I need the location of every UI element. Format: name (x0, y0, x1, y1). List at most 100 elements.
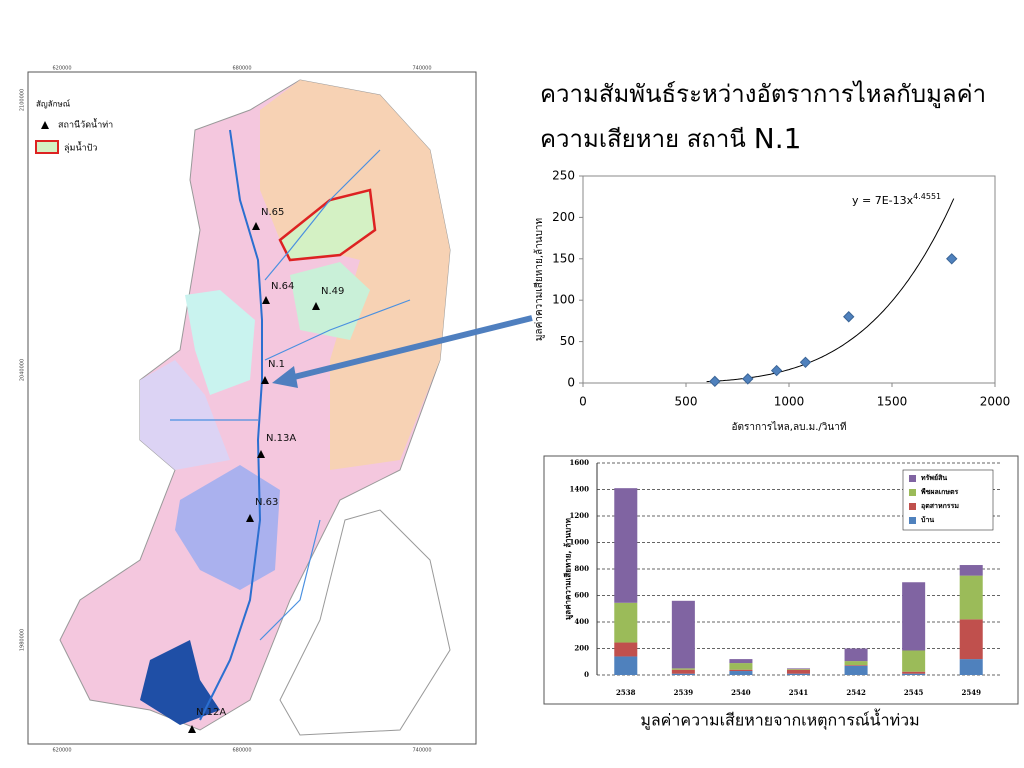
slide-title: ความเสียหาย สถานี N.1 (540, 122, 801, 155)
legend-basin: ลุ่มน้ำปัว (64, 141, 97, 154)
bar-segment (786, 673, 811, 675)
y-tick-label: 1000 (570, 538, 590, 547)
basin-east (260, 80, 450, 470)
sub-basin (185, 290, 255, 395)
map: สัญลักษณ์ สถานีวัดน้ำท่า ลุ่มน้ำปัว 6200… (20, 66, 477, 754)
y-axis-label: มูลค่าความเสียหาย, ล้านบาท (563, 518, 574, 620)
bar-segment (786, 669, 811, 674)
trendline-label: y = 7E-13x4.4551 (852, 192, 941, 208)
y-tick-label: 1600 (570, 458, 590, 467)
legend-swatch (909, 475, 916, 482)
river (199, 129, 263, 721)
bar-segment (729, 671, 753, 675)
y-tick-label: 1400 (570, 485, 590, 494)
x-tick-label: 2545 (904, 688, 924, 697)
point (742, 373, 754, 385)
x-tick-label: 1500 (877, 395, 908, 409)
point (946, 253, 958, 265)
legend-swatch (909, 517, 916, 524)
legend-triangle (41, 121, 49, 129)
bar-segment (959, 619, 983, 660)
x-tick-label: 2000 (980, 395, 1011, 409)
map-x-coord: 620000 (52, 748, 71, 754)
map-x-coord: 740000 (412, 66, 431, 72)
map-x-coord: 740000 (412, 748, 431, 754)
legend-swatch (909, 503, 916, 510)
map-y-coord: 2100000 (20, 89, 26, 111)
x-tick-label: 2540 (731, 688, 751, 697)
x-tick-label: 2542 (846, 688, 866, 697)
x-axis-label: อัตราการไหล,ลบ.ม./วินาที (732, 421, 847, 433)
legend-label: ทรัพย์สิน (921, 473, 947, 482)
x-tick-label: 1000 (774, 395, 805, 409)
legend-label: บ้าน (921, 515, 934, 524)
y-tick-label: 100 (552, 293, 575, 307)
x-tick-label: 0 (579, 395, 587, 409)
map-x-coord: 680000 (232, 66, 251, 72)
y-tick-label: 400 (574, 617, 589, 626)
legend-label: อุตสาหกรรม (921, 502, 959, 510)
y-tick-label: 200 (574, 644, 589, 653)
y-tick-label: 250 (552, 169, 575, 183)
bar-segment (844, 665, 868, 666)
station-label: N.1 (268, 359, 285, 370)
reservoir (140, 640, 220, 725)
map-x-coord: 620000 (52, 66, 71, 72)
bar-segment (902, 671, 926, 674)
outer-area (279, 509, 451, 736)
station-label: N.49 (321, 286, 344, 297)
bar-segment (671, 600, 695, 669)
map-x-coord: 680000 (232, 748, 251, 754)
sub-basin (290, 262, 370, 340)
x-tick-label: 500 (675, 395, 698, 409)
legend-station: สถานีวัดน้ำท่า (58, 118, 113, 131)
x-tick-label: 2538 (616, 688, 636, 697)
y-tick-label: 1200 (570, 511, 590, 520)
y-tick-label: 800 (574, 564, 589, 573)
x-tick-label: 2539 (674, 688, 694, 697)
legend-title: สัญลักษณ์ (36, 99, 71, 109)
station-label: N.12A (196, 707, 226, 718)
sub-basin (140, 360, 230, 470)
y-tick-label: 600 (574, 591, 589, 600)
equation-exponent: 4.4551 (913, 192, 941, 201)
station-label: N.63 (255, 497, 278, 508)
map-y-coord: 1980000 (20, 629, 26, 651)
bar-segment (959, 659, 983, 675)
bar-segment (614, 602, 638, 643)
equation: y = 7E-13x (852, 194, 914, 207)
bar-segment (729, 659, 753, 664)
y-tick-label: 0 (567, 376, 575, 390)
x-tick-label: 2541 (789, 688, 809, 697)
y-tick-label: 50 (560, 334, 575, 348)
bar-segment (729, 669, 753, 672)
pointer-arrow (272, 315, 533, 388)
bar-segment (959, 565, 983, 576)
bar-segment (671, 673, 695, 675)
legend-basin-swatch (35, 140, 59, 154)
tributary (170, 149, 411, 641)
x-tick-label: 2549 (961, 688, 981, 697)
bar-segment (844, 648, 868, 662)
bar-segment (729, 663, 753, 670)
y-axis-label: มูลค่าความเสียหาย,ล้านบาท (533, 218, 545, 341)
point (770, 364, 783, 377)
bar-segment (844, 661, 868, 666)
bar-segment (786, 668, 811, 670)
bar-segment (902, 582, 926, 651)
station-label: N.65 (261, 207, 284, 218)
station-label: N.64 (271, 281, 294, 292)
legend (902, 469, 994, 531)
bar-segment (614, 642, 638, 657)
y-tick-label: 200 (552, 210, 575, 224)
bar-segment (614, 488, 638, 603)
y-tick-label: 0 (584, 670, 589, 679)
title-station: N.1 (754, 122, 802, 155)
slide-title: ความสัมพันธ์ระหว่างอัตราการไหลกับมูลค่า (540, 80, 986, 109)
bar-segment (786, 669, 811, 670)
point (799, 356, 812, 369)
point (843, 311, 855, 323)
legend-label: พืชผลเกษตร (921, 488, 959, 496)
y-tick-label: 150 (552, 251, 575, 265)
